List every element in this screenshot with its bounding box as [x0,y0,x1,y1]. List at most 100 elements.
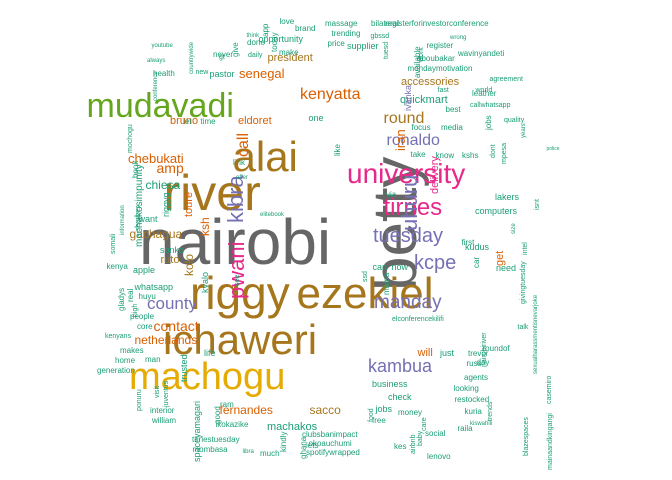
cloud-word: kibra [223,175,248,223]
cloud-word: kenyatta [300,85,361,103]
cloud-word: ssd [361,270,369,282]
cloud-word: round [383,109,425,127]
cloud-word: chebukati [128,151,184,167]
cloud-word: interior [150,406,175,416]
cloud-word: fernandes [219,403,273,418]
cloud-word: callwhatsapp [470,102,511,110]
cloud-word: spotifywrapped [306,448,360,458]
cloud-word: sacco [309,403,341,418]
cloud-word: agreement [489,76,523,84]
cloud-word: gladys [117,287,126,311]
cloud-word: lets [306,441,319,451]
cloud-word: juventus [162,380,170,407]
cloud-word: kuria [464,407,482,417]
cloud-word: kenya [106,262,128,272]
cloud-word: now [391,261,409,272]
cloud-word: brand [295,24,316,34]
cloud-word: william [152,416,176,426]
cloud-word: quality [504,117,525,125]
cloud-word: let [183,117,192,127]
cloud-word: business [372,378,408,389]
cloud-word: link [233,158,246,168]
cloud-word: home [115,356,136,366]
cloud-word: much [260,449,280,459]
cloud-word: want [138,213,158,224]
cloud-word: delivery [428,156,441,194]
cloud-word: chiesa [145,178,181,193]
cloud-word: done [247,38,265,48]
cloud-word: can [372,261,388,272]
cloud-word: know [435,151,455,161]
cloud-word: ram [220,400,234,410]
cloud-word: care [420,417,428,431]
cloud-word: looking [453,384,479,394]
cloud-word: price [327,39,345,49]
cloud-word: social [425,429,446,439]
cloud-word: media [441,123,463,133]
cloud-word: pastor [209,68,235,79]
cloud-word: size [511,222,517,234]
cloud-word: nairobi [139,205,332,278]
cloud-word: police [546,145,560,152]
cloud-word: mombasa [192,445,228,455]
cloud-word: kyalo [199,271,210,293]
cloud-word: information [120,205,126,235]
cloud-word: kiswahili [470,421,493,428]
cloud-word: give [231,41,240,57]
cloud-word: free [372,416,386,426]
cloud-word: people [130,312,155,322]
cloud-word: trends [486,401,494,421]
cloud-word: make [279,48,299,58]
cloud-word: one [308,112,324,123]
cloud-word: mondaymotivation [407,64,473,74]
cloud-word: need [496,262,517,273]
cloud-word: always [147,58,166,65]
cloud-word: man [145,355,161,365]
cloud-word: lakers [495,191,520,202]
cloud-word: check [388,391,412,402]
cloud-word: bilateral [371,19,400,29]
cloud-word: gachagua [129,227,183,242]
cloud-word: roundof [482,344,510,354]
cloud-word: talk [517,324,529,332]
cloud-word: kshs [462,151,479,161]
cloud-word: tirries [383,194,443,222]
cloud-word: work [417,46,425,62]
cloud-word: tuesd [382,41,390,59]
cloud-word: gbssd [370,33,390,41]
cloud-word: intel [521,241,529,255]
cloud-word: generation [97,366,135,376]
cloud-word: iran [392,129,408,151]
cloud-word: elitebook [260,212,285,219]
cloud-word: raila [457,424,473,434]
cloud-word: manday [374,292,442,314]
cloud-word: registerforinvestorconference [385,19,489,29]
cloud-word: tirriestuesday [192,435,240,445]
cloud-word: accessories [401,75,460,88]
cloud-word: new [195,69,209,77]
cloud-word: ponuru [135,389,143,411]
cloud-word: best [445,105,461,115]
cloud-word: huyu [138,292,156,302]
cloud-word: trevor [468,349,489,359]
cloud-word: visit [153,385,161,398]
cloud-word: contact [153,317,199,334]
cloud-word: never [213,50,234,60]
cloud-word: agents [464,373,489,383]
cloud-word: whatsapp [134,281,174,292]
cloud-word: mudavadi [86,87,234,126]
cloud-word: money [398,408,423,418]
cloud-word: offer [236,175,248,182]
cloud-word: first [461,238,475,248]
cloud-word: alai [232,132,298,180]
cloud-word: givingtuesday [519,260,527,304]
cloud-word: sexualharassmentisnevarjoke [533,294,539,374]
cloud-word: countrywide [189,41,195,74]
cloud-word: makes [120,346,144,356]
cloud-word: get [493,250,506,266]
cloud-word: amp [156,159,184,176]
cloud-word: isnt [533,198,541,210]
cloud-word: dont [489,144,497,158]
cloud-word: ichaweri [163,315,318,363]
